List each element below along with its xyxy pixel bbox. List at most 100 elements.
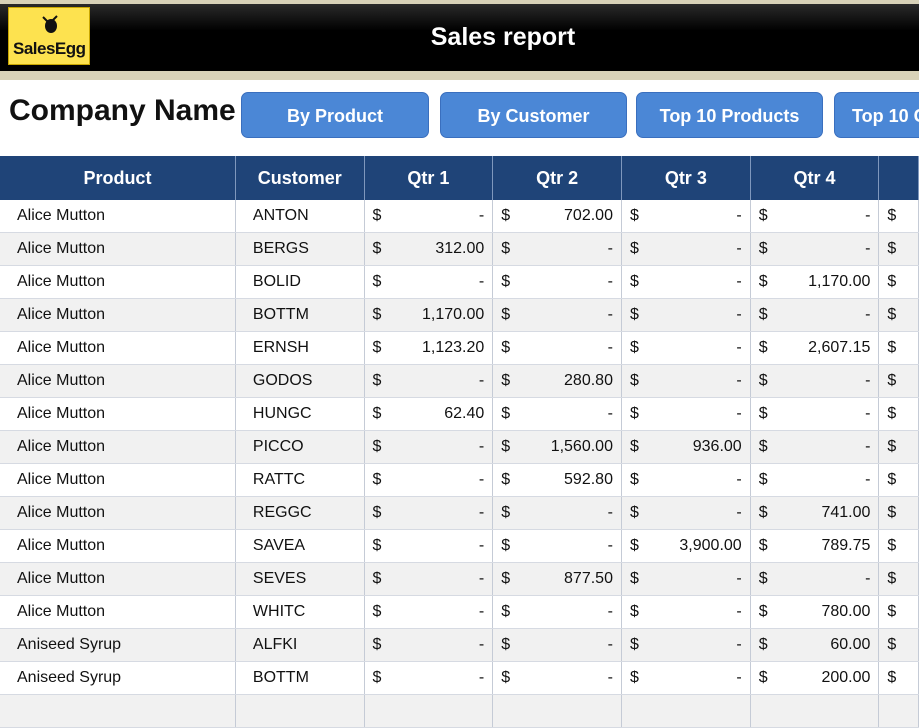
table-row[interactable]: Alice Mutton WHITC $ - $ - $ - $780.00 $ (0, 595, 919, 629)
customer-cell[interactable]: WHITC (235, 595, 365, 629)
qtr-3-cell[interactable]: $ - (621, 331, 751, 365)
qtr-4-cell[interactable]: $ - (750, 397, 880, 431)
qtr-4-cell[interactable]: $200.00 (750, 661, 880, 695)
customer-cell[interactable]: REGGC (235, 496, 365, 530)
qtr-3-cell[interactable]: $3,900.00 (621, 529, 751, 563)
table-row[interactable]: Alice Mutton PICCO $ - $1,560.00 $936.00 $ - $ (0, 430, 919, 464)
product-cell[interactable]: Alice Mutton (0, 232, 236, 266)
qtr-2-cell[interactable]: $ - (492, 628, 622, 662)
top-10-products-button[interactable]: Top 10 Products (636, 92, 823, 138)
table-row[interactable]: Alice Mutton ERNSH $1,123.20 $ - $ - $2,607.15 $ (0, 331, 919, 365)
qtr-3-cell[interactable]: $ - (621, 265, 751, 299)
qtr-4-cell[interactable]: $ - (750, 298, 880, 332)
qtr-3-cell[interactable]: $ - (621, 628, 751, 662)
qtr-3-cell[interactable]: $ - (621, 661, 751, 695)
product-cell[interactable] (0, 694, 236, 728)
qtr-2-cell[interactable]: $702.00 (492, 200, 622, 233)
customer-cell[interactable]: RATTC (235, 463, 365, 497)
by-product-button[interactable]: By Product (241, 92, 429, 138)
product-cell[interactable]: Alice Mutton (0, 200, 236, 233)
qtr-4-cell[interactable]: $ - (750, 463, 880, 497)
top-10-customers-button[interactable]: Top 10 C (834, 92, 919, 138)
customer-cell[interactable]: PICCO (235, 430, 365, 464)
qtr-3-cell[interactable]: $ - (621, 298, 751, 332)
table-row[interactable]: Alice Mutton SAVEA $ - $ - $3,900.00 $789.75 $ (0, 529, 919, 563)
qtr-2-cell[interactable]: $280.80 (492, 364, 622, 398)
by-customer-button[interactable]: By Customer (440, 92, 627, 138)
qtr-1-cell[interactable]: $1,170.00 (364, 298, 494, 332)
column-header-qtr-3[interactable]: Qtr 3 (621, 156, 751, 200)
table-row[interactable]: Alice Mutton GODOS $ - $280.80 $ - $ - $ (0, 364, 919, 398)
qtr-4-cell[interactable]: $741.00 (750, 496, 880, 530)
customer-cell[interactable]: SEVES (235, 562, 365, 596)
customer-cell[interactable]: ANTON (235, 200, 365, 233)
qtr-3-cell[interactable]: $ - (621, 397, 751, 431)
qtr-1-cell[interactable]: $ - (364, 562, 494, 596)
qtr-2-cell[interactable]: $ - (492, 595, 622, 629)
qtr-3-cell[interactable]: $ - (621, 463, 751, 497)
qtr-2-cell[interactable]: $ - (492, 298, 622, 332)
qtr-1-cell[interactable]: $62.40 (364, 397, 494, 431)
qtr-2-cell[interactable]: $877.50 (492, 562, 622, 596)
customer-cell[interactable] (235, 694, 365, 728)
product-cell[interactable]: Alice Mutton (0, 496, 236, 530)
qtr-2-cell[interactable]: $1,560.00 (492, 430, 622, 464)
qtr-2-cell[interactable]: $592.80 (492, 463, 622, 497)
table-row[interactable]: Alice Mutton HUNGC $62.40 $ - $ - $ - $ (0, 397, 919, 431)
table-row[interactable]: Alice Mutton ANTON $ - $702.00 $ - $ - $ (0, 200, 919, 233)
qtr-3-cell[interactable]: $ - (621, 562, 751, 596)
column-header-customer[interactable]: Customer (235, 156, 365, 200)
qtr-2-cell[interactable] (492, 694, 622, 728)
product-cell[interactable]: Alice Mutton (0, 331, 236, 365)
qtr-2-cell[interactable]: $ - (492, 331, 622, 365)
qtr-2-cell[interactable]: $ - (492, 661, 622, 695)
customer-cell[interactable]: BERGS (235, 232, 365, 266)
product-cell[interactable]: Alice Mutton (0, 364, 236, 398)
qtr-1-cell[interactable]: $312.00 (364, 232, 494, 266)
product-cell[interactable]: Alice Mutton (0, 463, 236, 497)
qtr-3-cell[interactable]: $ - (621, 595, 751, 629)
qtr-1-cell[interactable]: $ - (364, 430, 494, 464)
qtr-3-cell[interactable]: $ - (621, 496, 751, 530)
qtr-2-cell[interactable]: $ - (492, 265, 622, 299)
qtr-4-cell[interactable]: $ - (750, 200, 880, 233)
qtr-1-cell[interactable]: $ - (364, 595, 494, 629)
qtr-1-cell[interactable] (364, 694, 494, 728)
column-header-qtr-4[interactable]: Qtr 4 (750, 156, 880, 200)
product-cell[interactable]: Aniseed Syrup (0, 628, 236, 662)
product-cell[interactable]: Alice Mutton (0, 430, 236, 464)
customer-cell[interactable]: BOTTM (235, 661, 365, 695)
qtr-1-cell[interactable]: $1,123.20 (364, 331, 494, 365)
qtr-3-cell[interactable]: $936.00 (621, 430, 751, 464)
table-row[interactable]: Alice Mutton BOTTM $1,170.00 $ - $ - $ - $ (0, 298, 919, 332)
table-row[interactable]: Alice Mutton REGGC $ - $ - $ - $741.00 $ (0, 496, 919, 530)
qtr-4-cell[interactable]: $60.00 (750, 628, 880, 662)
product-cell[interactable]: Alice Mutton (0, 265, 236, 299)
qtr-1-cell[interactable]: $ - (364, 200, 494, 233)
qtr-4-cell[interactable]: $ - (750, 430, 880, 464)
table-row[interactable]: Aniseed Syrup BOTTM $ - $ - $ - $200.00 $ (0, 661, 919, 695)
qtr-4-cell[interactable]: $ - (750, 232, 880, 266)
table-row[interactable] (0, 694, 919, 728)
column-header-qtr-1[interactable]: Qtr 1 (364, 156, 494, 200)
qtr-2-cell[interactable]: $ - (492, 529, 622, 563)
qtr-3-cell[interactable]: $ - (621, 200, 751, 233)
qtr-1-cell[interactable]: $ - (364, 265, 494, 299)
column-header-qtr-2[interactable]: Qtr 2 (492, 156, 622, 200)
customer-cell[interactable]: ALFKI (235, 628, 365, 662)
column-header-product[interactable]: Product (0, 156, 236, 200)
qtr-2-cell[interactable]: $ - (492, 496, 622, 530)
product-cell[interactable]: Aniseed Syrup (0, 661, 236, 695)
qtr-4-cell[interactable]: $2,607.15 (750, 331, 880, 365)
qtr-3-cell[interactable]: $ - (621, 232, 751, 266)
customer-cell[interactable]: GODOS (235, 364, 365, 398)
product-cell[interactable]: Alice Mutton (0, 529, 236, 563)
qtr-4-cell[interactable]: $789.75 (750, 529, 880, 563)
qtr-4-cell[interactable]: $ - (750, 562, 880, 596)
qtr-1-cell[interactable]: $ - (364, 496, 494, 530)
qtr-1-cell[interactable]: $ - (364, 529, 494, 563)
table-row[interactable]: Alice Mutton BERGS $312.00 $ - $ - $ - $ (0, 232, 919, 266)
qtr-2-cell[interactable]: $ - (492, 397, 622, 431)
customer-cell[interactable]: BOTTM (235, 298, 365, 332)
product-cell[interactable]: Alice Mutton (0, 595, 236, 629)
